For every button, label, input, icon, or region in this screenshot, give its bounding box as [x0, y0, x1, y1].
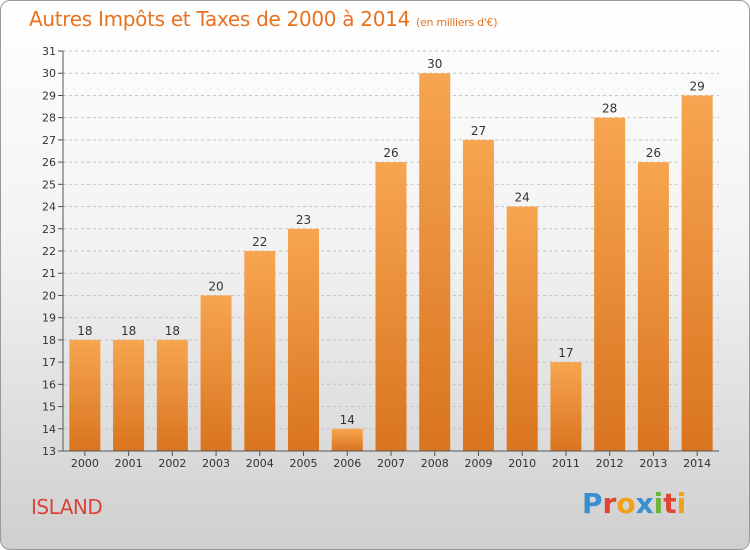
- x-tick-label: 2005: [290, 457, 318, 470]
- bar: [200, 295, 232, 451]
- place-name: ISLAND: [31, 495, 103, 519]
- chart-title-text: Autres Impôts et Taxes de 2000 à 2014: [29, 7, 410, 31]
- bar: [681, 95, 713, 451]
- x-tick-label: 2013: [639, 457, 667, 470]
- bar: [506, 206, 538, 451]
- data-label: 29: [689, 79, 704, 93]
- y-tick-label: 28: [42, 112, 56, 125]
- x-tick-label: 2012: [596, 457, 624, 470]
- x-tick-label: 2000: [71, 457, 99, 470]
- data-label: 18: [165, 324, 180, 338]
- x-tick-label: 2002: [158, 457, 186, 470]
- logo-letter: r: [602, 487, 617, 520]
- bar: [331, 428, 363, 451]
- x-tick-label: 2008: [421, 457, 449, 470]
- y-tick-label: 19: [42, 312, 56, 325]
- y-tick-label: 24: [42, 201, 56, 214]
- bar: [156, 339, 188, 451]
- logo-letter: P: [582, 487, 603, 520]
- y-tick-label: 21: [42, 267, 56, 280]
- bar: [113, 339, 145, 451]
- chart-unit: (en milliers d'€): [416, 16, 498, 29]
- y-tick-label: 25: [42, 178, 56, 191]
- logo-letter: t: [663, 487, 677, 520]
- chart-title: Autres Impôts et Taxes de 2000 à 2014 (en…: [29, 7, 497, 31]
- y-tick-label: 23: [42, 223, 56, 236]
- data-label: 24: [515, 191, 530, 205]
- data-label: 30: [427, 57, 442, 71]
- y-tick-label: 31: [42, 45, 56, 58]
- data-label: 27: [471, 124, 486, 138]
- x-tick-label: 2007: [377, 457, 405, 470]
- bar: [419, 73, 451, 451]
- data-label: 28: [602, 102, 617, 116]
- data-label: 14: [340, 413, 355, 427]
- axis-layer: 13 14 15 16 17 18 19 20 21 22 23 24 25 26 27 28 29 30 31 20…: [42, 45, 719, 470]
- bar: [375, 162, 407, 451]
- bar: [244, 251, 276, 451]
- bar: [462, 139, 494, 451]
- x-tick-label: 2014: [683, 457, 711, 470]
- x-tick-label: 2003: [202, 457, 230, 470]
- y-tick-label: 27: [42, 134, 56, 147]
- logo-letter: x: [635, 487, 654, 520]
- bar: [288, 228, 320, 451]
- data-label: 22: [252, 235, 267, 249]
- y-tick-label: 26: [42, 156, 56, 169]
- y-tick-label: 29: [42, 89, 56, 102]
- y-tick-label: 15: [42, 401, 56, 414]
- logo-letter: i: [676, 487, 687, 520]
- data-label: 26: [383, 146, 398, 160]
- x-tick-label: 2001: [115, 457, 143, 470]
- y-tick-label: 16: [42, 378, 56, 391]
- data-label: 18: [77, 324, 92, 338]
- y-tick-label: 18: [42, 334, 56, 347]
- x-tick-label: 2010: [508, 457, 536, 470]
- data-label: 26: [646, 146, 661, 160]
- logo-letter: i: [653, 487, 664, 520]
- y-tick-label: 14: [42, 423, 56, 436]
- data-label: 18: [121, 324, 136, 338]
- y-tick-label: 13: [42, 445, 56, 458]
- bar: [69, 339, 101, 451]
- data-label: 17: [558, 346, 573, 360]
- x-tick-label: 2009: [464, 457, 492, 470]
- y-tick-label: 22: [42, 245, 56, 258]
- x-tick-label: 2004: [246, 457, 274, 470]
- y-tick-label: 30: [42, 67, 56, 80]
- data-label: 20: [208, 279, 223, 293]
- bar: [637, 162, 669, 451]
- bar-layer: 18 18 18 20 22 23 14 26 30 27 24 17 28 26 29: [69, 57, 713, 452]
- y-tick-label: 20: [42, 289, 56, 302]
- x-tick-label: 2011: [552, 457, 580, 470]
- bar: [550, 362, 582, 451]
- x-tick-label: 2006: [333, 457, 361, 470]
- y-tick-label: 17: [42, 356, 56, 369]
- data-label: 23: [296, 213, 311, 227]
- logo-letter: o: [616, 487, 636, 520]
- proxiti-logo: Proxiti: [582, 487, 686, 520]
- bar: [594, 117, 626, 452]
